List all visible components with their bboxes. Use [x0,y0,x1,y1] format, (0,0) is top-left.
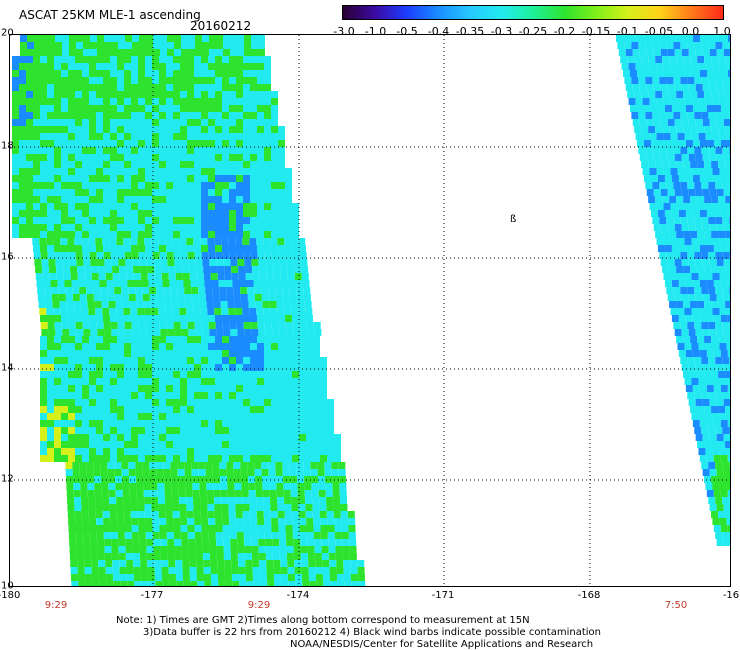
latitude-label: 14 [1,362,14,374]
time-label: 9:29 [44,600,68,611]
map-title: ASCAT 25KM MLE-1 ascending [19,8,201,22]
longitude-label: -168 [577,590,601,601]
time-label: 9:29 [247,600,271,611]
map-gridlines [10,35,730,586]
longitude-label: -16 [722,590,740,601]
time-label: 7:50 [664,600,688,611]
note-line-3: NOAA/NESDIS/Center for Satellite Applica… [290,639,594,650]
latitude-label: 10 [1,580,14,592]
note-line-2: 3)Data buffer is 22 hrs from 20160212 4)… [143,627,601,638]
data-swath-right [616,35,737,546]
longitude-label: -171 [431,590,455,601]
longitude-label: -180 [0,590,21,601]
longitude-label: -174 [286,590,310,601]
latitude-label: 20 [1,27,14,39]
map-svg: ß [10,35,737,588]
map-plot-area: ß [9,34,737,588]
latitude-label: 18 [1,140,14,152]
map-date: 20160212 [190,19,252,33]
colorbar [342,5,724,20]
station-marker: ß [510,214,516,225]
latitude-label: 12 [1,473,14,485]
longitude-label: -177 [140,590,164,601]
data-swath-left [12,35,366,588]
latitude-label: 16 [1,251,14,263]
note-line-1: Note: 1) Times are GMT 2)Times along bot… [116,615,530,626]
